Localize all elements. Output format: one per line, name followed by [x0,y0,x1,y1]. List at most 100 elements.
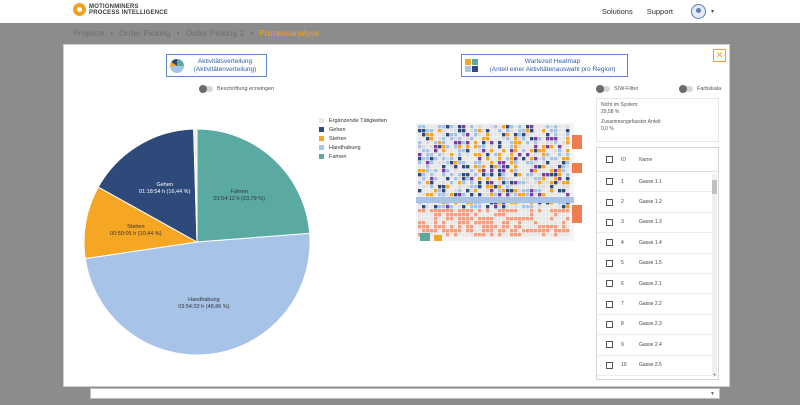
pie-slice-fahren[interactable] [196,128,311,243]
heatmap-cell [498,205,502,209]
heatmap-cell [498,173,502,177]
legend-item[interactable]: Stehen [319,134,387,143]
table-row[interactable]: 1 Gasse 1.1 [597,172,718,193]
warehouse-heatmap[interactable] [416,123,586,246]
heatmap-cell [450,233,454,237]
heatmap-cell [534,193,538,197]
heatmap-button-sublabel: (Anteil einer Aktivitätenauswahl pro Reg… [489,65,616,73]
row-checkbox[interactable] [606,341,613,349]
breadcrumb-item-order-picking[interactable]: Order Picking [119,28,171,38]
table-row[interactable]: 10 Gasse 2.5 [597,356,718,376]
heatmap-cell [550,213,554,217]
heatmap-cell [566,221,570,225]
color-scale-toggle-row: Farbskala [679,85,721,93]
background-scroll-down-icon[interactable]: ▼ [710,391,715,397]
heatmap-cell [470,137,474,141]
heatmap-cell [454,141,458,145]
table-row[interactable]: 6 Gasse 2.1 [597,274,718,295]
column-header-name[interactable]: Name [639,156,653,163]
heatmap-cell [454,225,458,229]
legend-label: Handhabung [329,144,361,151]
row-checkbox[interactable] [606,300,613,308]
heatmap-cell [430,141,434,145]
heatmap-cell [438,149,442,153]
heatmap-cell [434,153,438,157]
legend-item[interactable]: Handhabung [319,143,387,152]
heatmap-cell [546,221,550,225]
row-checkbox[interactable] [606,320,613,328]
close-modal-button[interactable]: ✕ [713,49,726,62]
legend-item[interactable]: Ergänzende Tätigkeiten [319,116,387,125]
force-labels-toggle[interactable] [199,85,213,93]
analysis-modal: ✕ Aktivitätsverteilung (Aktivitätenverte… [63,44,730,387]
table-row[interactable]: 5 Gasse 1.5 [597,254,718,274]
nav-support-link[interactable]: Support [646,7,673,16]
heatmap-cell [454,133,458,137]
heatmap-cell [554,221,558,225]
breadcrumb-item-projekte[interactable]: Projekte [73,28,105,38]
row-checkbox[interactable] [606,239,613,247]
pie-slice-erg-nzende-t-tigkeiten[interactable] [193,128,198,243]
app-logo[interactable]: MOTIONMINERS PROCESS INTELLIGENCE [73,3,168,16]
heatmap-cell [510,125,514,129]
heatmap-cell [454,165,458,169]
heatmap-cell [566,233,570,237]
heatmap-cell [518,153,522,157]
table-row[interactable]: 2 Gasse 1.2 [597,192,718,213]
row-checkbox[interactable] [606,198,613,206]
row-checkbox[interactable] [606,259,613,267]
heatmap-cell [518,145,522,149]
waiting-time-heatmap-button[interactable]: Wartezeit Heatmap (Anteil einer Aktivitä… [461,54,628,77]
heatmap-cell [458,209,462,213]
pie-slice-stehen[interactable] [83,186,199,260]
scroll-down-icon[interactable]: ▼ [712,372,717,377]
table-row[interactable]: 7 Gasse 2.2 [597,294,718,315]
heatmap-cell [474,233,478,237]
heatmap-cell [494,233,498,237]
heatmap-cell [478,129,482,133]
column-header-id[interactable]: ID [621,156,626,163]
table-scrollbar[interactable] [712,174,717,377]
breadcrumb-item-order-picking-1[interactable]: Order Picking 1 [185,28,245,38]
row-checkbox[interactable] [606,361,613,369]
heatmap-cell [506,137,510,141]
table-row[interactable]: 3 Gasse 1.3 [597,213,718,234]
heatmap-cell [502,229,506,233]
scrollbar-thumb[interactable] [712,180,717,194]
table-row[interactable]: 9 Gasse 2.4 [597,335,718,356]
pie-slice-gehen[interactable] [97,128,198,243]
heatmap-cell [502,157,506,161]
heatmap-cell [478,173,482,177]
user-menu-chevron-down-icon[interactable]: ▾ [710,9,714,15]
pie-slice-handhabung[interactable] [84,232,311,356]
heatmap-cell [478,177,482,181]
table-row[interactable]: 8 Gasse 2.3 [597,315,718,336]
heatmap-cell [418,185,422,189]
heatmap-cell [490,233,494,237]
row-id: 3 [621,219,624,226]
heatmap-cell [422,153,426,157]
nav-solutions-link[interactable]: Solutions [601,7,633,16]
activity-distribution-button[interactable]: Aktivitätsverteilung (Aktivitätenverteil… [166,54,267,77]
heatmap-cell [454,177,458,181]
heatmap-cell [438,217,442,221]
legend-swatch [319,127,324,132]
color-scale-toggle[interactable] [679,85,693,93]
heatmap-cell [426,165,430,169]
heatmap-cell [514,189,518,193]
user-avatar-icon[interactable] [690,4,706,19]
table-row[interactable]: 4 Gasse 1.4 [597,233,718,254]
row-checkbox[interactable] [606,280,613,288]
heatmap-cell [522,129,526,133]
heatmap-cell [538,225,542,229]
heatmap-cell [538,217,542,221]
heatmap-cell [422,129,426,133]
legend-item[interactable]: Gehen [319,125,387,134]
row-checkbox[interactable] [606,178,613,186]
row-checkbox[interactable] [606,218,613,226]
heatmap-cell [518,217,522,221]
select-all-checkbox[interactable] [606,156,613,163]
sw-filter-toggle[interactable] [596,85,610,93]
legend-item[interactable]: Fahren [319,152,387,161]
heatmap-cell [562,161,566,165]
